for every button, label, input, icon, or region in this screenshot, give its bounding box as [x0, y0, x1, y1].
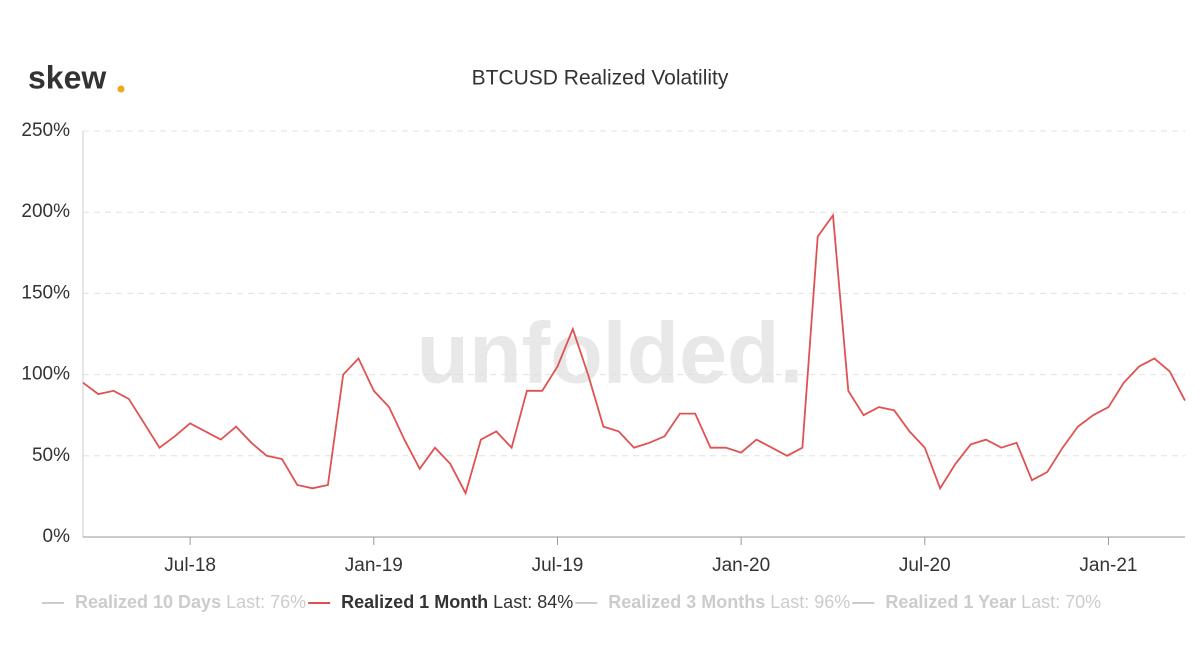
legend-item[interactable]: Realized 1 Month Last: 84% — [308, 592, 573, 612]
y-tick-label: 200% — [21, 201, 70, 222]
legend-name: Realized 1 Year — [885, 592, 1016, 612]
x-tick-label: Jul-18 — [164, 555, 216, 576]
x-tick-label: Jan-20 — [712, 555, 770, 576]
y-tick-label: 250% — [21, 120, 70, 141]
legend-last: Last: 70% — [1021, 592, 1101, 612]
legend-last: Last: 96% — [770, 592, 850, 612]
legend-last: Last: 84% — [493, 592, 573, 612]
logo: skew — [28, 59, 106, 95]
legend-name: Realized 3 Months — [608, 592, 765, 612]
legend-item[interactable]: Realized 1 Year Last: 70% — [852, 592, 1101, 612]
legend-item[interactable]: Realized 3 Months Last: 96% — [575, 592, 850, 612]
chart-title: BTCUSD Realized Volatility — [472, 67, 729, 90]
x-tick-label: Jan-19 — [345, 555, 403, 576]
legend-item[interactable]: Realized 10 Days Last: 76% — [42, 592, 306, 612]
watermark: unfolded. — [417, 306, 804, 402]
y-tick-label: 0% — [43, 526, 71, 547]
y-tick-label: 50% — [32, 445, 70, 466]
legend-name: Realized 10 Days — [75, 592, 221, 612]
series-line — [82, 212, 1186, 496]
legend-last: Last: 76% — [226, 592, 306, 612]
y-tick-label: 150% — [21, 282, 70, 303]
x-tick-label: Jul-20 — [899, 555, 951, 576]
y-tick-label: 100% — [21, 364, 70, 385]
logo-dot — [117, 85, 125, 93]
legend-name: Realized 1 Month — [341, 592, 488, 612]
x-tick-label: Jan-21 — [1079, 555, 1137, 576]
x-tick-label: Jul-19 — [532, 555, 584, 576]
